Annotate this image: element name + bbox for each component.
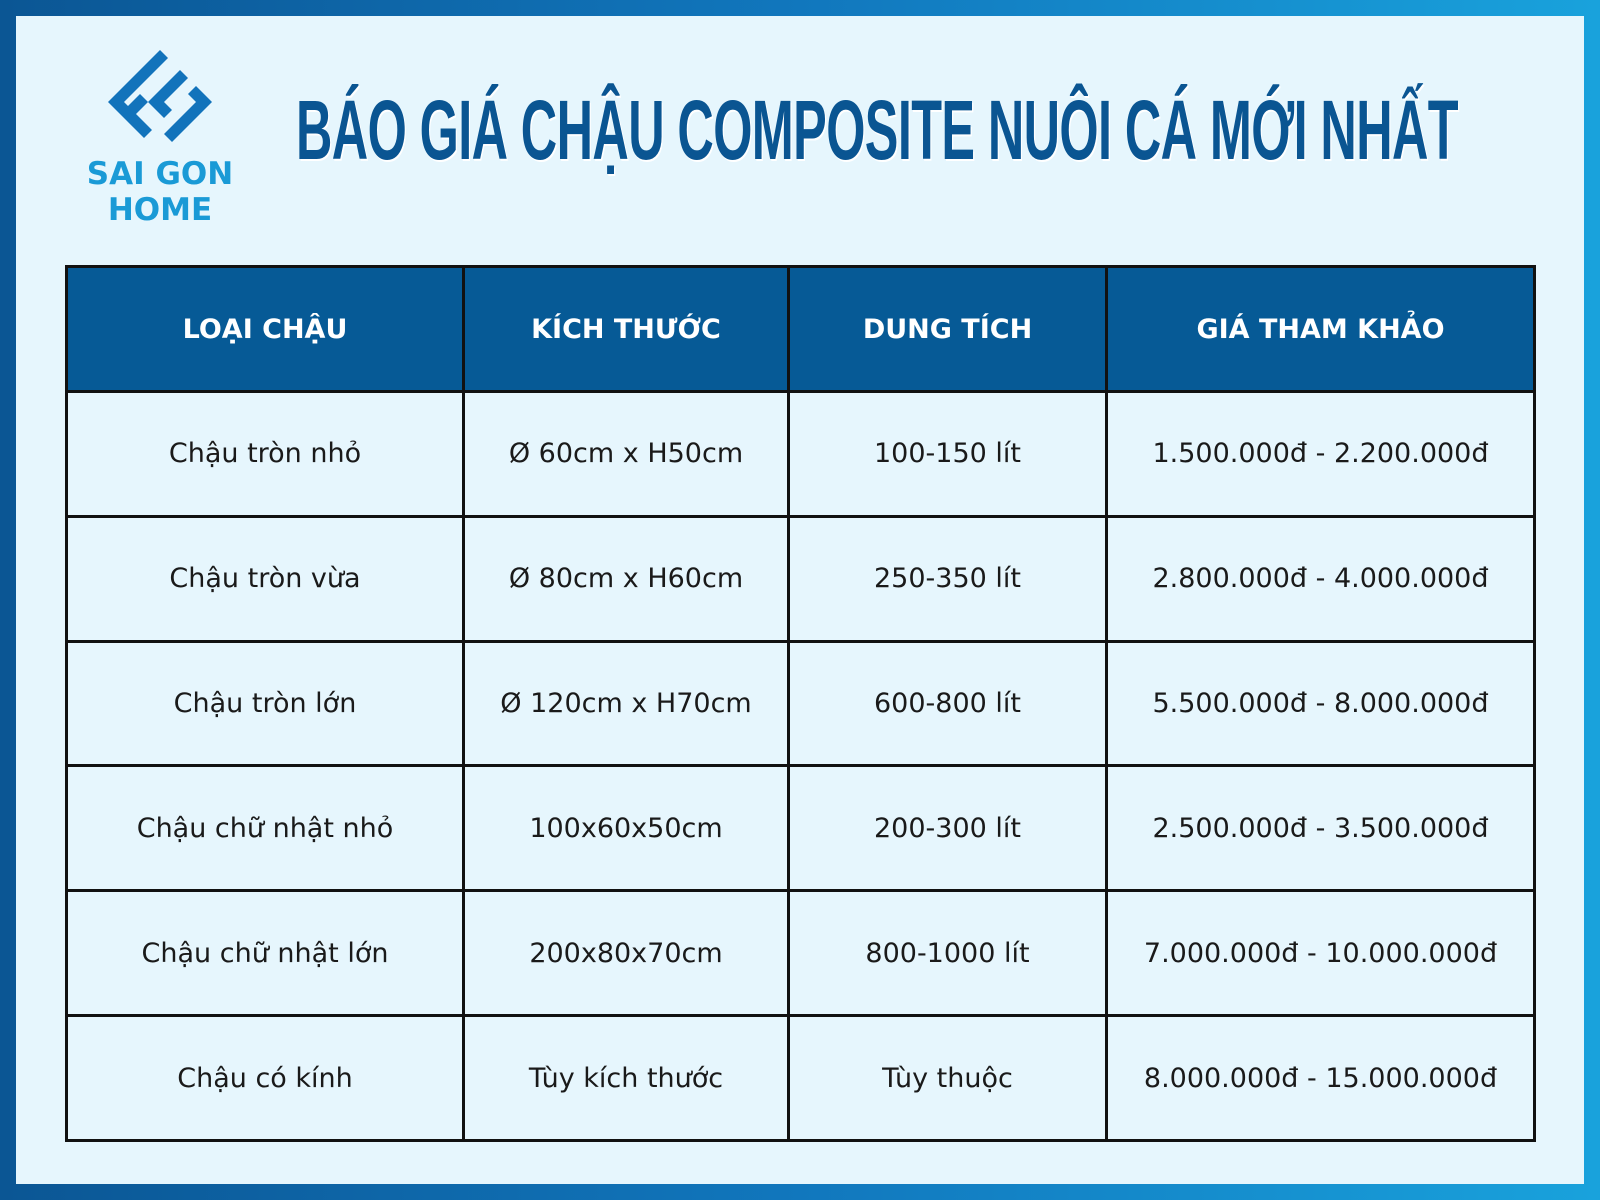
header-price: GIÁ THAM KHẢO (1105, 265, 1536, 393)
table-row: Chậu chữ nhật nhỏ 100x60x50cm 200-300 lít 2… (65, 764, 1536, 893)
header-capacity: DUNG TÍCH (787, 265, 1108, 393)
cell-type: Chậu tròn vừa (65, 514, 465, 643)
cell-price: 7.000.000đ - 10.000.000đ (1105, 889, 1536, 1018)
cell-type: Chậu có kính (65, 1014, 465, 1142)
cell-type: Chậu chữ nhật lớn (65, 889, 465, 1018)
cell-size: 100x60x50cm (462, 764, 790, 893)
cell-price: 5.500.000đ - 8.000.000đ (1105, 639, 1536, 768)
cell-capacity: 200-300 lít (787, 764, 1108, 893)
table-header-row: LOẠI CHẬU KÍCH THƯỚC DUNG TÍCH GIÁ THAM … (65, 265, 1536, 393)
cell-price: 8.000.000đ - 15.000.000đ (1105, 1014, 1536, 1142)
table-row: Chậu chữ nhật lớn 200x80x70cm 800-1000 lít… (65, 889, 1536, 1018)
cell-price: 2.800.000đ - 4.000.000đ (1105, 514, 1536, 643)
logo-text-line2: HOME (107, 192, 213, 228)
cell-capacity: Tùy thuộc (787, 1014, 1108, 1142)
cell-capacity: 800-1000 lít (787, 889, 1108, 1018)
table-row: Chậu tròn nhỏ Ø 60cm x H50cm 100-150 lít 1.… (65, 390, 1536, 518)
cell-price: 1.500.000đ - 2.200.000đ (1105, 390, 1536, 518)
cell-capacity: 100-150 lít (787, 390, 1108, 518)
page-title: BÁO GIÁ CHẬU COMPOSITE NUÔI CÁ MỚI NHẤT (296, 83, 1459, 177)
header-type: LOẠI CHẬU (65, 265, 465, 393)
cell-type: Chậu tròn lớn (65, 639, 465, 768)
header-size: KÍCH THƯỚC (462, 265, 790, 393)
cell-capacity: 600-800 lít (787, 639, 1108, 768)
cell-size: Tùy kích thước (462, 1014, 790, 1142)
table-row: Chậu tròn vừa Ø 80cm x H60cm 250-350 lít 2.… (65, 514, 1536, 643)
price-table: LOẠI CHẬU KÍCH THƯỚC DUNG TÍCH GIÁ THAM … (65, 265, 1536, 1142)
cell-size: Ø 120cm x H70cm (462, 639, 790, 768)
logo: SAI GON HOME (80, 48, 240, 233)
table-row: Chậu có kính Tùy kích thước Tùy thuộc 8.000… (65, 1014, 1536, 1142)
logo-mark-icon (108, 50, 212, 142)
cell-price: 2.500.000đ - 3.500.000đ (1105, 764, 1536, 893)
logo-text-line1: SAI GON (86, 156, 234, 192)
table-row: Chậu tròn lớn Ø 120cm x H70cm 600-800 lít 5… (65, 639, 1536, 768)
cell-type: Chậu chữ nhật nhỏ (65, 764, 465, 893)
cell-size: 200x80x70cm (462, 889, 790, 1018)
cell-type: Chậu tròn nhỏ (65, 390, 465, 518)
cell-size: Ø 60cm x H50cm (462, 390, 790, 518)
cell-capacity: 250-350 lít (787, 514, 1108, 643)
cell-size: Ø 80cm x H60cm (462, 514, 790, 643)
